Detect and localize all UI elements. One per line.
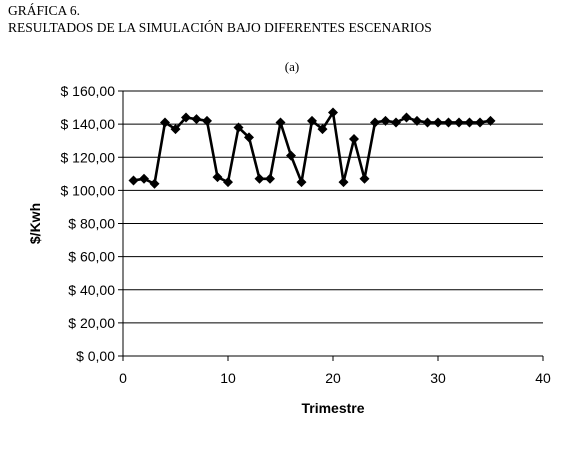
data-point-marker [422, 117, 433, 128]
figure-number: GRÁFICA 6. [8, 3, 81, 18]
data-point-marker [170, 124, 181, 135]
data-point-marker [359, 173, 370, 184]
data-point-marker [338, 177, 349, 188]
data-point-marker [328, 107, 338, 118]
data-point-marker [380, 115, 391, 126]
data-point-marker [191, 114, 202, 125]
y-axis-title: $/Kwh [27, 203, 43, 244]
data-point-marker [485, 115, 496, 126]
data-point-marker [202, 115, 212, 126]
data-point-marker [391, 117, 401, 128]
x-axis-ticks: 0 10 20 30 40 [119, 356, 551, 386]
gridlines [123, 90, 543, 324]
y-tick-label: $ 40,00 [68, 282, 115, 298]
data-point-marker [223, 177, 233, 188]
data-point-marker [443, 117, 454, 128]
data-point-marker [149, 178, 160, 189]
figure-title: GRÁFICA 6. RESULTADOS DE LA SIMULACIÓN B… [8, 2, 432, 36]
y-tick-label: $ 100,00 [61, 182, 116, 198]
data-point-marker [254, 173, 265, 184]
series-markers [128, 107, 496, 189]
data-point-marker [160, 117, 170, 128]
data-point-marker [307, 115, 317, 126]
data-point-marker [412, 115, 422, 126]
data-point-marker [212, 172, 223, 183]
data-point-marker [233, 122, 244, 133]
data-point-marker [401, 112, 412, 123]
y-tick-label: $ 160,00 [61, 83, 116, 99]
data-point-marker [454, 117, 464, 128]
y-tick-label: $ 140,00 [61, 116, 116, 132]
data-point-marker [370, 117, 380, 128]
data-point-marker [286, 150, 296, 161]
data-point-marker [296, 177, 307, 188]
data-point-marker [475, 117, 485, 128]
y-axis-ticks: $ 0,00 $ 20,00 $ 40,00 $ 60,00 $ 80,00 $ 100,… [61, 83, 123, 364]
data-point-marker [433, 117, 443, 128]
data-point-marker [464, 117, 475, 128]
y-tick-label: $ 120,00 [61, 149, 116, 165]
data-point-marker [244, 132, 254, 143]
panel-label: (a) [285, 59, 299, 74]
data-point-marker [275, 117, 286, 128]
y-tick-label: $ 0,00 [76, 348, 115, 364]
data-point-marker [265, 173, 275, 184]
y-tick-label: $ 60,00 [68, 249, 115, 265]
x-tick-label: 20 [325, 370, 341, 386]
x-tick-label: 0 [119, 370, 127, 386]
data-point-marker [181, 112, 191, 123]
y-tick-label: $ 80,00 [68, 216, 115, 232]
data-point-marker [349, 134, 359, 145]
x-axis-title: Trimestre [301, 400, 364, 416]
y-tick-label: $ 20,00 [68, 315, 115, 331]
figure-caption: RESULTADOS DE LA SIMULACIÓN BAJO DIFEREN… [8, 20, 432, 35]
data-point-marker [128, 175, 139, 186]
x-tick-label: 10 [220, 370, 236, 386]
data-point-marker [317, 124, 328, 135]
x-tick-label: 40 [535, 370, 551, 386]
x-tick-label: 30 [430, 370, 446, 386]
data-point-marker [139, 173, 149, 184]
